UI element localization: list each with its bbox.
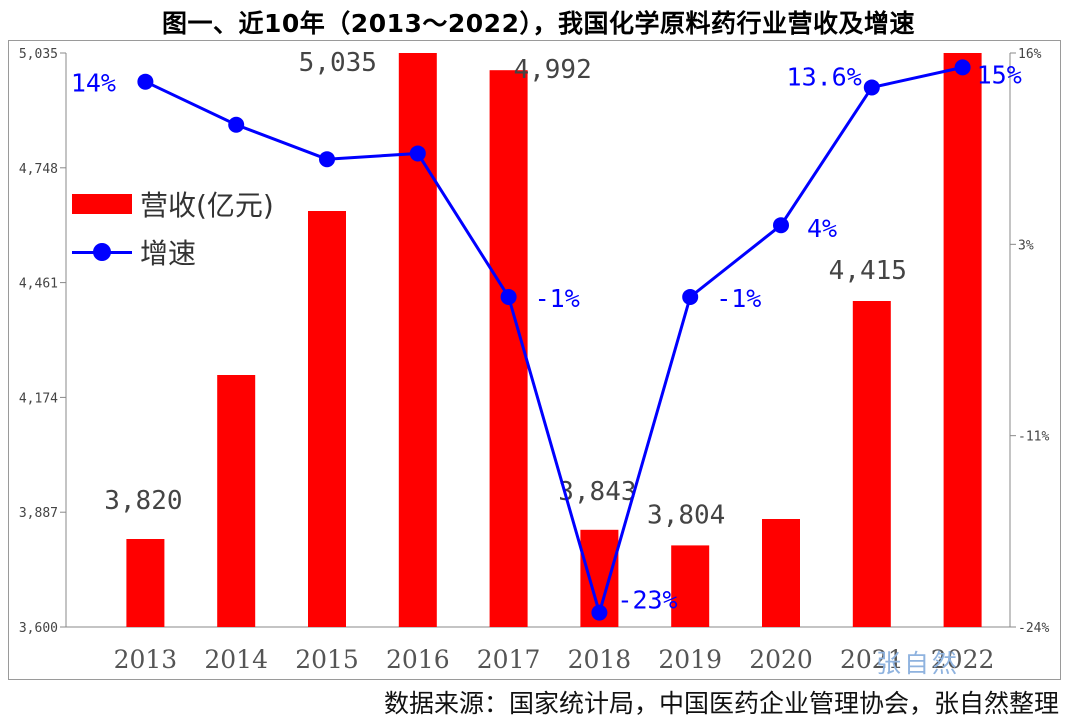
line-data-label: -1% bbox=[535, 284, 580, 313]
revenue-bar bbox=[489, 70, 528, 627]
x-tick-label: 2022 bbox=[931, 645, 995, 674]
bar-data-label: 4,415 bbox=[829, 256, 907, 286]
bar-data-label: 3,820 bbox=[104, 486, 182, 516]
legend-item-revenue: 营收(亿元) bbox=[72, 180, 274, 228]
growth-point bbox=[682, 288, 699, 305]
line-data-label: 4% bbox=[807, 214, 837, 243]
legend-label-growth: 增速 bbox=[140, 237, 197, 270]
bar-data-label: 5,035 bbox=[299, 48, 377, 78]
left-tick-label: 3,600 bbox=[19, 621, 58, 636]
legend: 营收(亿元) 增速 bbox=[72, 180, 274, 276]
revenue-bar bbox=[126, 539, 165, 627]
growth-point bbox=[863, 79, 880, 96]
legend-label-revenue: 营收(亿元) bbox=[140, 189, 274, 222]
revenue-bar bbox=[217, 375, 256, 627]
revenue-bar bbox=[398, 53, 437, 627]
right-tick-label: 16% bbox=[1018, 47, 1042, 62]
growth-point bbox=[137, 73, 154, 90]
revenue-bar bbox=[308, 211, 346, 627]
right-tick-label: -11% bbox=[1018, 430, 1049, 445]
source-note: 数据来源：国家统计局，中国医药企业管理协会，张自然整理 bbox=[383, 689, 1059, 718]
revenue-bar bbox=[671, 545, 710, 627]
x-tick-label: 2013 bbox=[114, 645, 178, 674]
line-data-label: -23% bbox=[617, 586, 677, 615]
legend-item-growth: 增速 bbox=[72, 228, 274, 276]
x-tick-label: 2021 bbox=[840, 645, 904, 674]
x-tick-label: 2020 bbox=[749, 645, 813, 674]
x-tick-label: 2017 bbox=[477, 645, 541, 674]
line-data-label: -1% bbox=[716, 284, 761, 313]
growth-point bbox=[228, 116, 245, 133]
left-tick-label: 5,035 bbox=[19, 47, 58, 62]
left-tick-label: 4,748 bbox=[19, 162, 58, 177]
legend-swatch-bar bbox=[72, 194, 132, 214]
line-data-label: 13.6% bbox=[787, 62, 862, 91]
chart-title: 图一、近10年（2013～2022），我国化学原料药行业营收及增速 bbox=[162, 9, 915, 38]
growth-point bbox=[319, 151, 335, 168]
bar-data-label: 3,843 bbox=[558, 477, 636, 507]
x-tick-label: 2019 bbox=[658, 645, 722, 674]
revenue-bar bbox=[852, 301, 891, 627]
line-data-label: 15% bbox=[977, 60, 1022, 89]
growth-line bbox=[144, 65, 963, 619]
right-tick-label: -24% bbox=[1018, 621, 1049, 636]
legend-swatch-line bbox=[72, 242, 132, 262]
x-tick-label: 2016 bbox=[386, 645, 450, 674]
watermark: 张自然 bbox=[876, 649, 961, 678]
bar-data-label: 3,804 bbox=[647, 500, 725, 530]
left-tick-label: 4,174 bbox=[19, 391, 58, 406]
x-tick-label: 2014 bbox=[204, 645, 268, 674]
x-tick-label: 2018 bbox=[568, 645, 632, 674]
revenue-bar bbox=[762, 519, 800, 627]
revenue-bar bbox=[943, 53, 982, 627]
right-tick-label: 3% bbox=[1018, 238, 1034, 253]
growth-point bbox=[409, 145, 426, 162]
left-tick-label: 4,461 bbox=[19, 277, 58, 292]
growth-point bbox=[591, 604, 608, 621]
x-tick-label: 2015 bbox=[295, 645, 359, 674]
left-tick-label: 3,887 bbox=[19, 506, 58, 521]
growth-point bbox=[500, 288, 517, 305]
bar-data-label: 4,992 bbox=[513, 55, 591, 85]
line-data-label: 14% bbox=[71, 69, 116, 98]
growth-point bbox=[773, 217, 789, 234]
growth-point bbox=[954, 59, 971, 76]
chart-frame bbox=[8, 40, 1061, 680]
